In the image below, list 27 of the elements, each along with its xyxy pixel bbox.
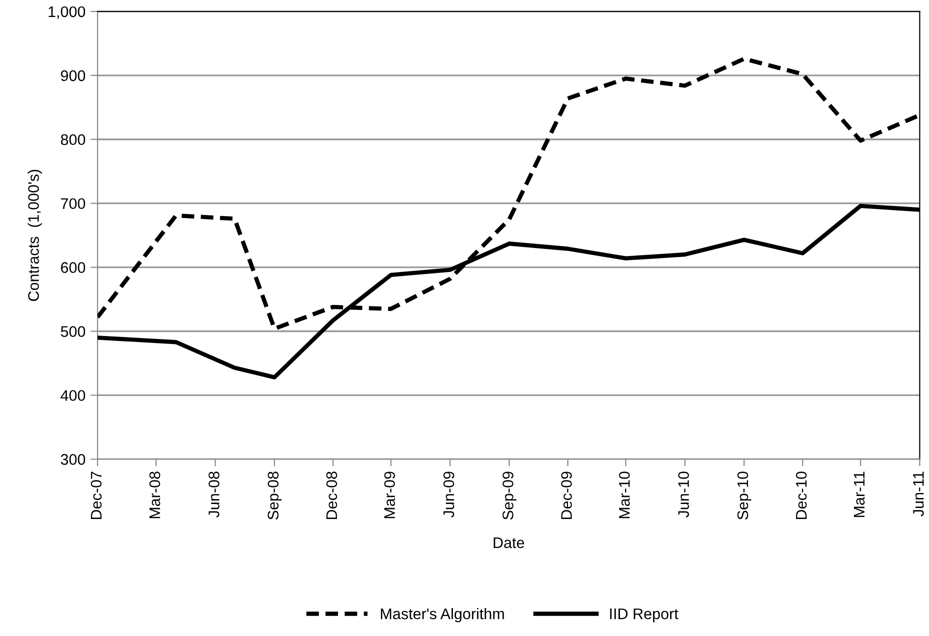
x-tick-label: Dec-07 [90,472,102,519]
x-tick-label: Dec-09 [561,472,572,519]
x-tick-label: Jun-09 [443,472,454,518]
y-tick-label: 700 [61,198,86,210]
y-tick-label: 900 [60,70,86,82]
x-tick-label: Dec-08 [326,472,338,519]
y-tick-label: 300 [60,454,86,465]
x-tick-label: Mar-08 [149,472,160,518]
legend-label: IID Report [610,608,678,622]
x-tick-label: Sep-09 [502,472,516,520]
x-tick-label: Jun-11 [913,472,924,516]
y-tick-label: 400 [60,390,86,401]
y-axis-title: Contracts (1,000's) [28,170,42,301]
x-tick-label: Sep-10 [737,472,752,520]
x-tick-label: Jun-08 [208,472,220,518]
y-tick-label: 1,000 [48,6,86,19]
x-tick-label: Mar-11 [854,472,865,518]
legend-label: Master's Algorithm [380,608,504,622]
x-tick-label: Mar-10 [618,472,630,518]
x-axis-title: Date [494,537,524,548]
x-tick-label: Sep-08 [268,472,282,520]
x-tick-label: Jun-10 [678,472,689,518]
y-tick-label: 500 [60,326,86,337]
x-tick-label: Dec-10 [796,472,807,519]
y-tick-label: 600 [61,262,86,273]
x-tick-label: Mar-09 [384,472,395,518]
y-tick-label: 800 [60,134,86,146]
